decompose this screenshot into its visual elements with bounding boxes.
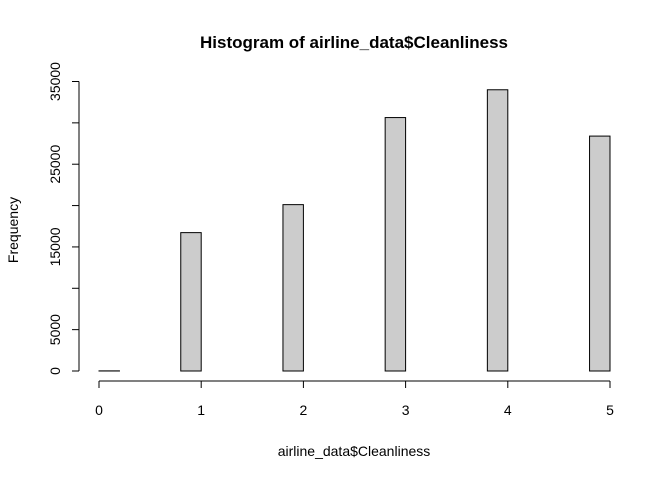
y-tick-label: 5000 <box>47 314 63 345</box>
histogram-bar <box>486 89 509 372</box>
x-tick-label: 1 <box>197 402 205 418</box>
x-tick-label: 4 <box>504 402 512 418</box>
x-axis: 0 1 2 3 4 5 <box>95 380 614 418</box>
y-tick-label: 25000 <box>47 145 63 184</box>
x-axis-label: airline_data$Cleanliness <box>278 443 431 459</box>
histogram-bar <box>384 117 407 372</box>
histogram-bar <box>180 232 202 372</box>
histogram-bar <box>589 135 611 372</box>
bars <box>98 89 611 372</box>
y-axis-label: Frequency <box>5 197 21 263</box>
x-tick-label: 0 <box>95 402 103 418</box>
x-tick-label: 3 <box>402 402 410 418</box>
x-tick-label: 5 <box>606 402 614 418</box>
y-tick-label: 0 <box>47 367 63 375</box>
chart-title: Histogram of airline_data$Cleanliness <box>200 33 508 52</box>
y-tick-label: 15000 <box>47 227 63 266</box>
y-tick-label: 35000 <box>47 62 63 101</box>
y-axis: 0 5000 15000 25000 35000 <box>47 62 80 375</box>
x-tick-label: 2 <box>300 402 308 418</box>
histogram-bar <box>282 204 304 372</box>
